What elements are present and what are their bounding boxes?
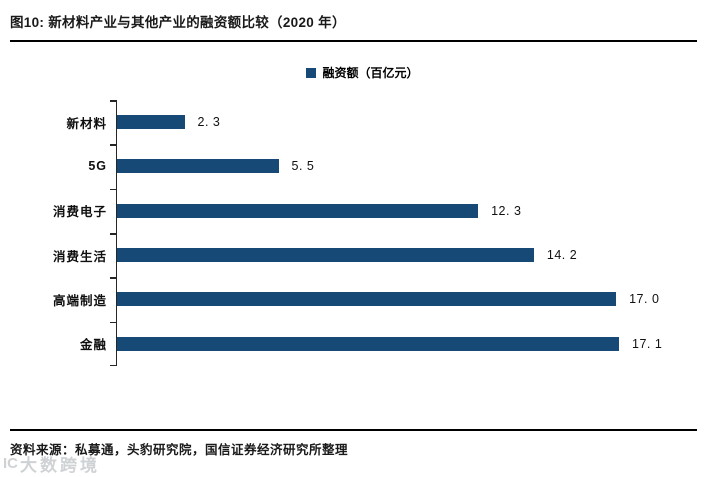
- bar-row: 高端制造 17. 0: [53, 277, 692, 321]
- axis-tick: [110, 100, 117, 102]
- bar: [117, 159, 279, 174]
- axis-tick: [110, 233, 117, 235]
- top-divider: [10, 40, 697, 42]
- value-label: 14. 2: [546, 248, 578, 263]
- figure-title: 图10: 新材料产业与其他产业的融资额比较（2020 年）: [10, 15, 346, 30]
- category-label: 5G: [88, 159, 107, 174]
- value-label: 2. 3: [197, 115, 221, 130]
- category-label: 消费生活: [52, 249, 107, 264]
- bar-row: 消费生活 14. 2: [53, 233, 692, 277]
- axis-tick: [110, 364, 117, 366]
- value-label: 17. 1: [632, 336, 663, 351]
- legend-label: 融资额（百亿元）: [322, 66, 419, 80]
- value-label: 17. 0: [629, 292, 660, 307]
- bar: [117, 203, 479, 218]
- axis-tick: [110, 277, 117, 279]
- category-label: 高端制造: [52, 293, 107, 308]
- axis-tick: [110, 188, 117, 191]
- bar: [117, 292, 617, 307]
- category-label: 新材料: [66, 116, 107, 131]
- value-label: 5. 5: [291, 159, 315, 174]
- value-label: 12. 3: [491, 203, 522, 218]
- bar: [117, 115, 185, 130]
- chart-legend: 融资额（百亿元）: [0, 64, 725, 81]
- bottom-divider: [10, 429, 697, 431]
- bar-row: 5G 5. 5: [88, 144, 692, 188]
- category-label: 金融: [79, 338, 107, 353]
- axis-tick: [110, 144, 117, 146]
- bar-row: 新材料 2. 3: [66, 100, 692, 144]
- legend-swatch-icon: [306, 67, 317, 78]
- category-label: 消费电子: [52, 205, 107, 220]
- axis-tick: [110, 321, 117, 324]
- bar-row: 金融 17. 1: [80, 322, 692, 366]
- bar: [117, 336, 619, 351]
- plot-area: 新材料 2. 3 5G 5. 5 消费电子 12. 3 消费生活 14. 2 高端制造 17. 0…: [53, 100, 692, 366]
- bar: [117, 248, 534, 263]
- bar-row: 消费电子 12. 3: [53, 189, 692, 233]
- source-note: 资料来源：私募通，头豹研究院，国信证券经济研究所整理: [10, 443, 349, 457]
